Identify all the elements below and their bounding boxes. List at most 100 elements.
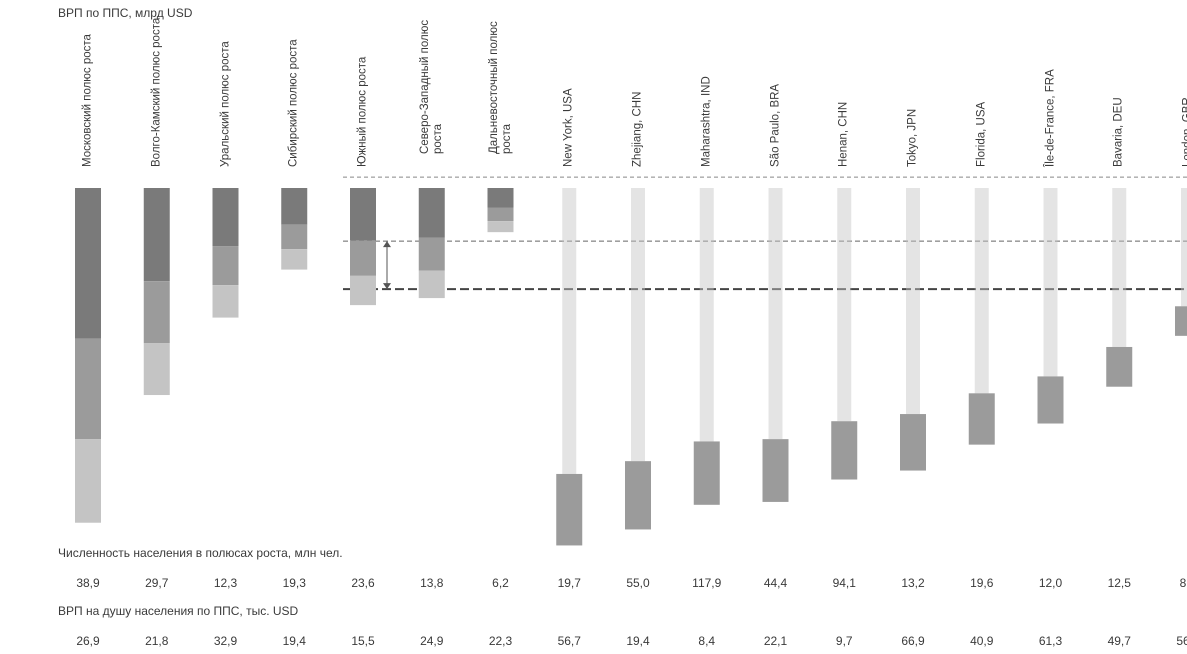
bar — [350, 188, 376, 306]
population-value: 19,6 — [970, 576, 994, 590]
bar-segment — [831, 421, 858, 480]
category-label: Дальневосточный полюс роста — [483, 21, 519, 180]
category-label: Московский полюс роста — [70, 30, 106, 180]
category-label-text: Южный полюс роста — [356, 56, 369, 167]
gdp-per-capita-value: 19,4 — [282, 634, 306, 648]
category-label: Zhejiang, CHN — [620, 30, 656, 180]
bar-segment — [1175, 306, 1187, 336]
bar — [900, 188, 926, 471]
population-value: 19,7 — [557, 576, 581, 590]
bar-segment — [906, 188, 920, 415]
gdp-per-capita-value: 22,3 — [488, 634, 513, 648]
category-label-text: Волго-Камский полюс роста — [150, 17, 163, 167]
bar-segment — [699, 188, 714, 442]
gdp-per-capita-value: 19,4 — [626, 634, 650, 648]
bar-segment — [281, 188, 308, 225]
bar-segment — [143, 343, 170, 396]
category-label-text: Tokyo, JPN — [906, 108, 919, 167]
bar-segment — [75, 439, 101, 523]
population-value: 23,6 — [351, 576, 375, 590]
bar-segment — [1112, 188, 1127, 347]
population-value: 12,5 — [1107, 576, 1131, 590]
bar-segment — [487, 207, 514, 222]
population-value: 38,9 — [76, 576, 100, 590]
category-label: Île-de-France, FRA — [1033, 30, 1069, 180]
population-value: 44,4 — [763, 576, 788, 590]
population-value: 13,8 — [420, 576, 444, 590]
bar-segment — [631, 188, 645, 462]
category-label: Henan, CHN — [826, 30, 862, 180]
bar-segment — [968, 393, 995, 445]
bar — [1106, 188, 1133, 387]
bar-segment — [281, 249, 308, 270]
gdp-per-capita-value: 21,8 — [145, 634, 169, 648]
bar-segment — [75, 338, 101, 440]
bar-segment — [762, 439, 789, 502]
population-value: 19,3 — [282, 576, 306, 590]
population-value: 13,2 — [901, 576, 925, 590]
category-label: Tokyo, JPN — [895, 30, 931, 180]
gdp-per-capita-value: 66,9 — [901, 634, 925, 648]
bar-segment — [625, 461, 651, 530]
bar-segment — [1106, 346, 1133, 387]
bar-segment — [487, 188, 514, 208]
chart-title: ВРП по ППС, млрд USD — [58, 6, 193, 20]
category-label-text: Уральский полюс роста — [219, 41, 231, 167]
bar-segment — [143, 281, 170, 344]
population-value: 94,1 — [832, 576, 856, 590]
bar — [762, 188, 789, 502]
population-value: 12,0 — [1038, 576, 1063, 590]
category-label-text: Северо-Западный полюс роста — [418, 19, 444, 154]
bar — [693, 188, 720, 505]
gdp-per-capita-value: 49,7 — [1107, 634, 1131, 648]
bar-segment — [350, 188, 376, 241]
population-value: 29,7 — [145, 576, 169, 590]
category-label: London, GBR — [1170, 30, 1187, 180]
category-label: Уральский полюс роста — [208, 30, 244, 180]
bar — [487, 188, 514, 233]
bar-segment — [1043, 188, 1058, 377]
bar-segment — [768, 188, 783, 440]
bar-segment — [418, 188, 445, 238]
category-label-text: Московский полюс роста — [81, 34, 94, 167]
category-label: Florida, USA — [964, 30, 1000, 180]
bar-segment — [418, 237, 445, 271]
bar-segment — [418, 270, 445, 299]
population-value: 8,2 — [1179, 576, 1187, 590]
category-label-text: London, GBR — [1181, 97, 1187, 167]
category-label-text: Île-de-France, FRA — [1044, 69, 1056, 167]
bar-segment — [1181, 188, 1187, 307]
category-label-text: Дальневосточный полюс роста — [487, 21, 513, 154]
bar — [418, 188, 445, 299]
bar-segment — [556, 473, 583, 546]
category-label: Волго-Камский полюс роста — [139, 18, 175, 180]
bar-segment — [281, 224, 308, 250]
bar — [1037, 188, 1064, 424]
bar — [556, 188, 583, 546]
gdp-per-capita-value: 61,3 — [1038, 634, 1063, 648]
bar-segment — [75, 188, 101, 339]
category-label-text: Florida, USA — [975, 101, 988, 167]
population-value: 6,2 — [492, 576, 509, 590]
bar-segment — [1037, 376, 1064, 424]
bar — [212, 188, 239, 318]
category-label-text: Henan, CHN — [837, 101, 850, 167]
category-label-text: São Paulo, BRA — [769, 83, 781, 167]
gdp-per-capita-row-title: ВРП на душу населения по ППС, тыс. USD — [58, 604, 299, 618]
category-label: Maharashtra, IND — [689, 30, 725, 180]
bar — [143, 188, 170, 396]
bar — [1175, 188, 1187, 336]
gdp-per-capita-value: 9,7 — [835, 634, 853, 648]
gdp-per-capita-value: 8,4 — [698, 634, 716, 648]
bar-segment — [212, 188, 239, 247]
gdp-per-capita-value: 56,3 — [1176, 634, 1187, 648]
gdp-per-capita-value: 40,9 — [970, 634, 994, 648]
bar-segment — [350, 275, 376, 306]
category-label: Сибирский полюс роста — [276, 30, 312, 180]
bar-segment — [212, 285, 239, 318]
bar-segment — [900, 414, 926, 471]
bar-segment — [562, 188, 577, 474]
gdp-per-capita-value: 15,5 — [351, 634, 375, 648]
category-label: New York, USA — [551, 30, 587, 180]
category-label: Южный полюс роста — [345, 30, 381, 180]
